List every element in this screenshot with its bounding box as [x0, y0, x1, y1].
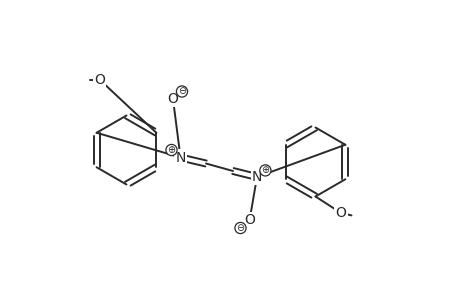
Text: ⊖: ⊖	[178, 86, 185, 97]
Text: O: O	[94, 73, 105, 86]
Text: ⊕: ⊕	[261, 165, 269, 176]
Text: O: O	[244, 214, 254, 227]
Text: N: N	[175, 151, 185, 164]
Text: ⊖: ⊖	[236, 223, 244, 233]
Text: O: O	[167, 92, 178, 106]
Text: O: O	[335, 206, 346, 220]
Text: ⊕: ⊕	[167, 145, 175, 155]
Text: N: N	[251, 170, 262, 184]
